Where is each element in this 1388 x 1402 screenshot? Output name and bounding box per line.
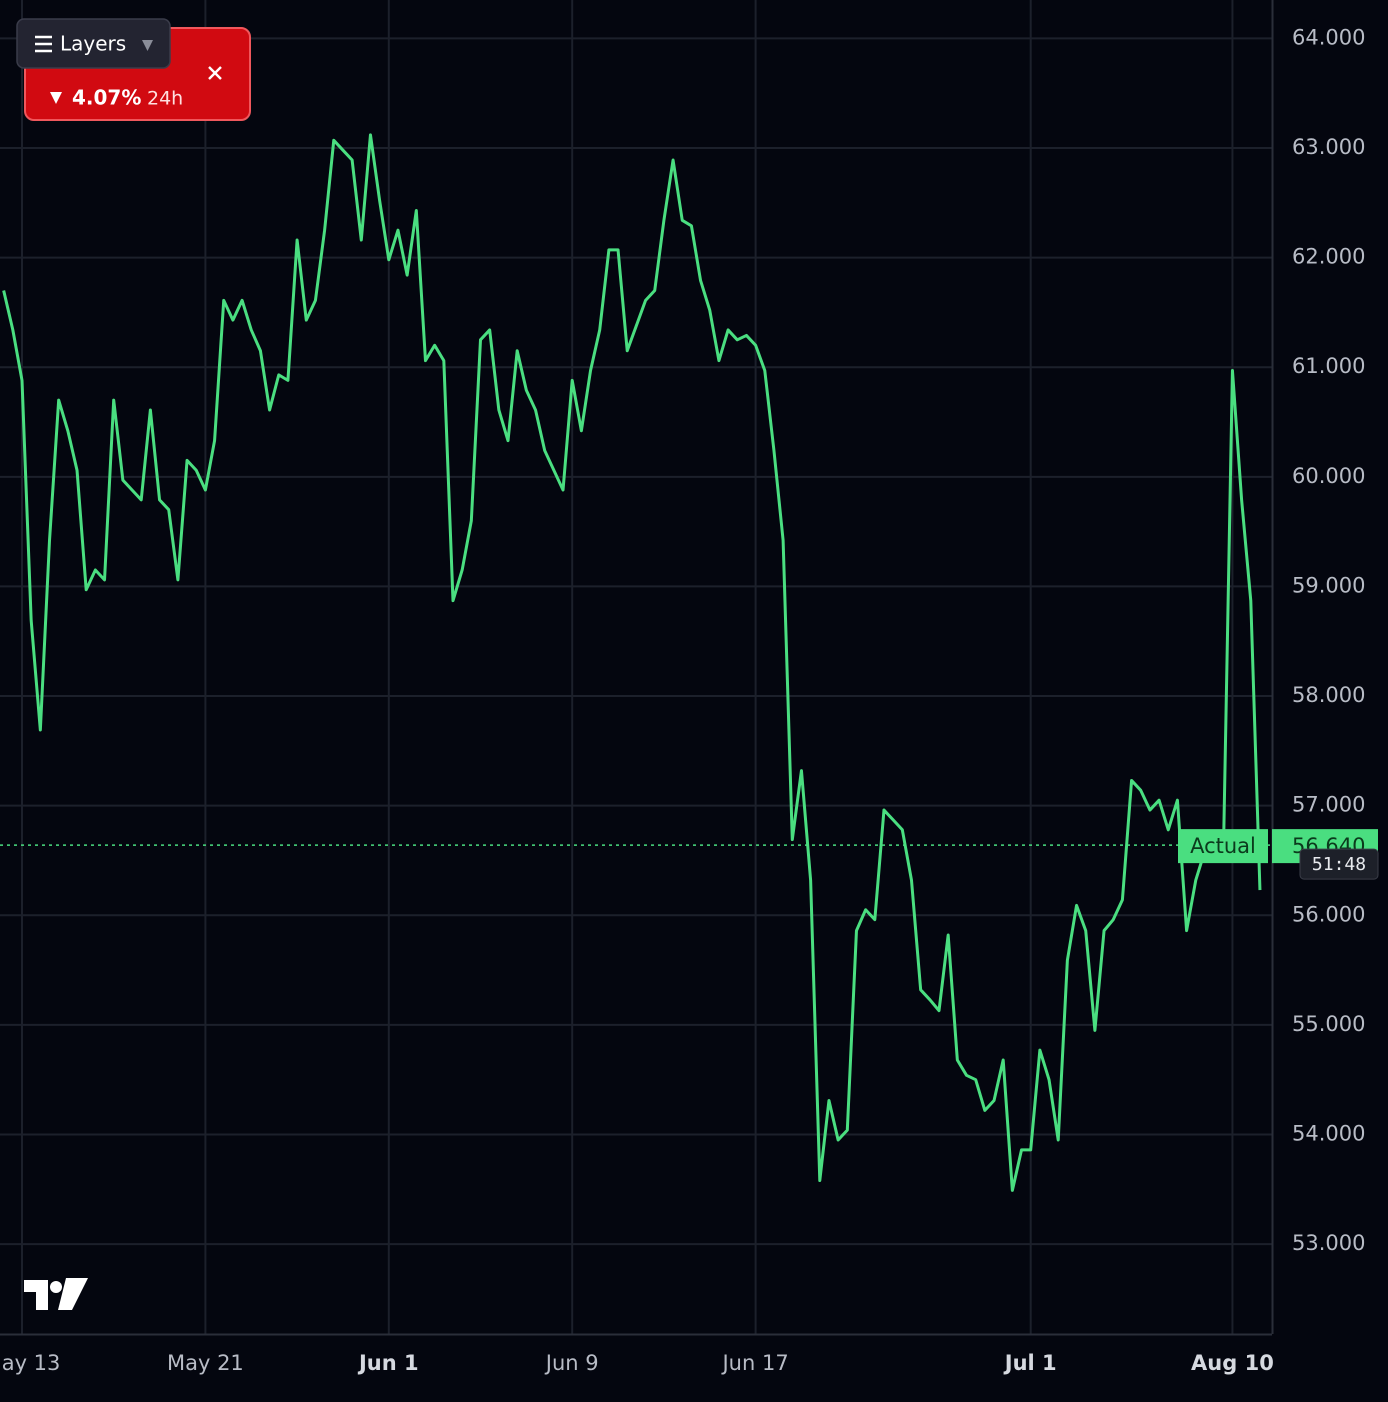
y-tick-label: 55.000 bbox=[1292, 1012, 1365, 1036]
close-button[interactable] bbox=[208, 66, 222, 80]
down-arrow bbox=[50, 92, 62, 104]
y-tick-label: 56.000 bbox=[1292, 902, 1365, 926]
layers-button[interactable]: Layers bbox=[16, 18, 171, 69]
y-tick-label: 58.000 bbox=[1292, 683, 1365, 707]
y-tick-label: 64.000 bbox=[1292, 25, 1365, 49]
actual-tag bbox=[1178, 829, 1268, 864]
x-tick-label: Jun 17 bbox=[720, 1351, 788, 1375]
y-tick-label: 57.000 bbox=[1292, 793, 1365, 817]
plot-area bbox=[0, 133, 1272, 1192]
tv-logo bbox=[24, 1278, 88, 1310]
badge-change: 4.07% bbox=[72, 86, 141, 110]
x-tick-label: May 13 bbox=[0, 1351, 60, 1375]
y-tick-label: 63.000 bbox=[1292, 135, 1365, 159]
y-tick-label: 61.000 bbox=[1292, 354, 1365, 378]
countdown-box bbox=[1299, 848, 1379, 880]
x-tick-label: Jul 1 bbox=[1003, 1351, 1057, 1375]
x-tick-label: Jun 1 bbox=[357, 1351, 419, 1375]
price-line bbox=[2, 133, 1262, 1192]
axes: 53.000 54.000 55.000 56.000 57.000 58.000 59.0… bbox=[0, 25, 1379, 1375]
y-tick-label: 62.000 bbox=[1292, 245, 1365, 269]
badge-period: 24h bbox=[147, 88, 183, 110]
layers-label: Layers bbox=[60, 32, 126, 56]
x-tick-label: Jun 9 bbox=[544, 1351, 599, 1375]
x-tick-label: May 21 bbox=[167, 1351, 244, 1375]
actual-label: Actual bbox=[1190, 834, 1256, 858]
countdown: 51:48 bbox=[1312, 854, 1366, 875]
y-tick-label: 60.000 bbox=[1292, 464, 1365, 488]
y-tick-label: 59.000 bbox=[1292, 573, 1365, 597]
y-tick-label: 53.000 bbox=[1292, 1231, 1365, 1255]
y-tick-label: 54.000 bbox=[1292, 1122, 1365, 1146]
x-tick-label: Aug 10 bbox=[1191, 1351, 1274, 1375]
